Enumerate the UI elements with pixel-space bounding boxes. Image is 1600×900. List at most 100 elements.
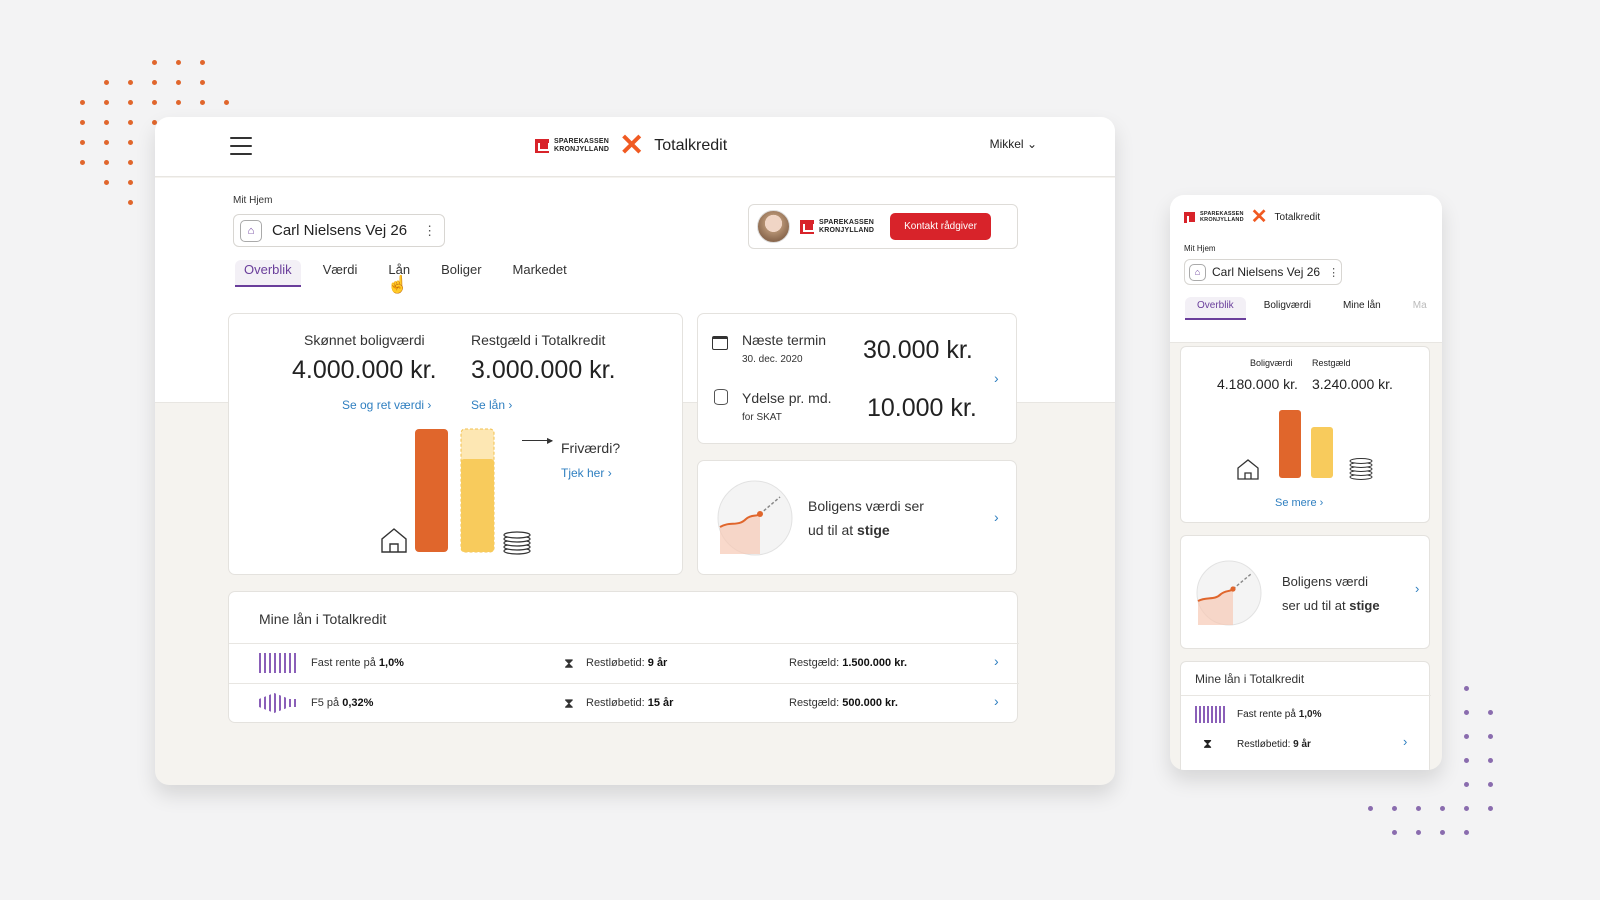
chevron-right-icon[interactable]: › xyxy=(1403,734,1408,749)
tab-laan[interactable]: Lån xyxy=(388,262,411,277)
decor-dot xyxy=(104,80,109,85)
loan-debt: Restgæld: 500.000 kr. xyxy=(789,697,898,709)
loan-row[interactable]: F5 på 0,32% ⧗ Restløbetid: 15 år Restgæl… xyxy=(229,683,1019,723)
hourglass-icon: ⧗ xyxy=(564,655,574,671)
decor-dot xyxy=(176,80,181,85)
bank-name-line2: KRONJYLLAND xyxy=(554,146,610,153)
decor-dot xyxy=(128,120,133,125)
decor-dot xyxy=(80,100,85,105)
chevron-right-icon[interactable]: › xyxy=(994,509,999,525)
see-more-label: Se mere xyxy=(1275,497,1317,509)
overview-card: Skønnet boligværdi 4.000.000 kr. Se og r… xyxy=(228,313,683,575)
sparekassen-icon xyxy=(800,219,815,234)
value-label: Skønnet boligværdi xyxy=(304,332,425,348)
edit-value-link[interactable]: Se og ret værdi › xyxy=(342,398,431,412)
loan-name: Fast rente på 1,0% xyxy=(1237,709,1322,720)
loan-term: Restløbetid: 9 år xyxy=(586,657,667,669)
chevron-right-icon[interactable]: › xyxy=(994,653,999,669)
advisor-card: SPAREKASSEN KRONJYLLAND Kontakt rådgiver xyxy=(748,204,1018,249)
chevron-right-icon[interactable]: › xyxy=(1415,581,1420,596)
top-bar: SPAREKASSEN KRONJYLLAND ✕ Totalkredit Mik… xyxy=(155,117,1115,177)
tab-vaerdi[interactable]: Værdi xyxy=(322,262,358,277)
coins-icon xyxy=(503,531,531,555)
coins-icon xyxy=(1349,458,1373,480)
fixed-rate-icon xyxy=(1195,706,1225,723)
loans-title: Mine lån i Totalkredit xyxy=(259,611,387,627)
decor-dot xyxy=(1464,830,1469,835)
decor-dot xyxy=(1416,830,1421,835)
mobile-brand-logo: SPAREKASSEN KRONJYLLAND ✕ Totalkredit xyxy=(1184,207,1320,227)
sparekassen-icon xyxy=(535,139,550,153)
tab-overblik[interactable]: Overblik xyxy=(1185,297,1246,320)
house-icon xyxy=(381,528,407,553)
desktop-window: SPAREKASSEN KRONJYLLAND ✕ Totalkredit Mik… xyxy=(155,117,1115,785)
tab-mine-laan[interactable]: Mine lån xyxy=(1342,300,1381,311)
see-more-link[interactable]: Se mere › xyxy=(1275,497,1323,509)
decor-dot xyxy=(1488,758,1493,763)
decor-dot xyxy=(152,80,157,85)
term-label: Restløbetid: xyxy=(586,657,645,669)
tab-boliger[interactable]: Boliger xyxy=(441,262,482,277)
hourglass-icon: ⧗ xyxy=(564,695,574,711)
tab-boligvaerdi[interactable]: Boligværdi xyxy=(1263,300,1311,311)
trend-line2: ser ud til at stige xyxy=(1282,598,1380,613)
loan-term: Restløbetid: 15 år xyxy=(586,697,673,709)
x-icon: ✕ xyxy=(619,129,645,162)
trend-text: ser ud til at xyxy=(1282,598,1346,613)
loan-type: Fast rente på xyxy=(311,657,376,669)
bank-name-line1: SPAREKASSEN xyxy=(1200,211,1244,217)
loan-type: Fast rente på xyxy=(1237,709,1296,720)
trend-text: ud til at xyxy=(808,522,854,538)
value-bar xyxy=(1279,410,1301,478)
more-options-icon[interactable]: ⋮ xyxy=(423,222,437,238)
value-bar xyxy=(415,429,448,552)
tab-overblik[interactable]: Overblik xyxy=(235,260,301,287)
debt-bar xyxy=(1311,427,1333,478)
term-label: Restløbetid: xyxy=(1237,739,1291,750)
debt-amount: 3.240.000 kr. xyxy=(1312,376,1393,392)
user-menu[interactable]: Mikkel ⌄ xyxy=(990,137,1037,151)
chevron-down-icon: ⌄ xyxy=(1026,137,1037,151)
mobile-address-selector[interactable]: ⌂ Carl Nielsens Vej 26 ⋮ xyxy=(1184,259,1342,285)
debt-value: 1.500.000 kr. xyxy=(842,657,908,669)
payment-card[interactable]: Næste termin 30. dec. 2020 30.000 kr. Yd… xyxy=(697,313,1017,444)
chevron-right-icon[interactable]: › xyxy=(994,370,999,386)
decor-dot xyxy=(1440,806,1445,811)
decor-dot xyxy=(128,80,133,85)
bank-name-line1: SPAREKASSEN xyxy=(554,138,609,145)
next-payment-amount: 30.000 kr. xyxy=(863,336,973,364)
debt-amount: 3.000.000 kr. xyxy=(471,356,616,384)
trend-line2: ud til at stige xyxy=(808,522,890,538)
sparekassen-icon xyxy=(1184,211,1199,224)
loan-term: Restløbetid: 9 år xyxy=(1237,739,1311,750)
x-icon: ✕ xyxy=(1250,206,1268,228)
check-equity-link[interactable]: Tjek her › xyxy=(561,466,612,480)
brand-logo: SPAREKASSEN KRONJYLLAND ✕ Totalkredit xyxy=(535,129,727,162)
decor-dot xyxy=(1464,734,1469,739)
chevron-right-icon[interactable]: › xyxy=(994,693,999,709)
more-options-icon[interactable]: ⋮ xyxy=(1328,266,1340,279)
loans-title: Mine lån i Totalkredit xyxy=(1195,672,1305,686)
contact-advisor-button[interactable]: Kontakt rådgiver xyxy=(890,213,991,240)
address-selector[interactable]: ⌂ Carl Nielsens Vej 26 ⋮ xyxy=(233,214,445,247)
check-equity-label: Tjek her xyxy=(561,466,605,480)
trend-line1: Boligens værdi ser xyxy=(808,498,924,514)
decor-dot xyxy=(1488,734,1493,739)
trend-line1: Boligens værdi xyxy=(1282,574,1368,589)
loan-row[interactable]: Fast rente på 1,0% ⧗ Restløbetid: 9 år R… xyxy=(229,643,1019,683)
trend-gauge-icon xyxy=(717,480,793,556)
tab-markedet[interactable]: Markedet xyxy=(512,262,567,277)
see-loans-link[interactable]: Se lån › xyxy=(471,398,512,412)
decor-dot xyxy=(176,100,181,105)
value-amount: 4.180.000 kr. xyxy=(1217,376,1298,392)
mobile-loans-card: Mine lån i Totalkredit Fast rente på 1,0… xyxy=(1180,661,1431,770)
value-trend-card[interactable]: Boligens værdi ser ud til at stige › xyxy=(697,460,1017,575)
decor-dot xyxy=(1488,710,1493,715)
tab-markedet[interactable]: Ma xyxy=(1412,300,1427,311)
mobile-trend-card[interactable]: Boligens værdi ser ud til at stige › xyxy=(1180,535,1430,649)
menu-icon[interactable] xyxy=(230,137,252,155)
decor-dot xyxy=(104,140,109,145)
fixed-rate-icon xyxy=(259,653,297,673)
decor-dot xyxy=(1392,830,1397,835)
decor-dot xyxy=(128,100,133,105)
